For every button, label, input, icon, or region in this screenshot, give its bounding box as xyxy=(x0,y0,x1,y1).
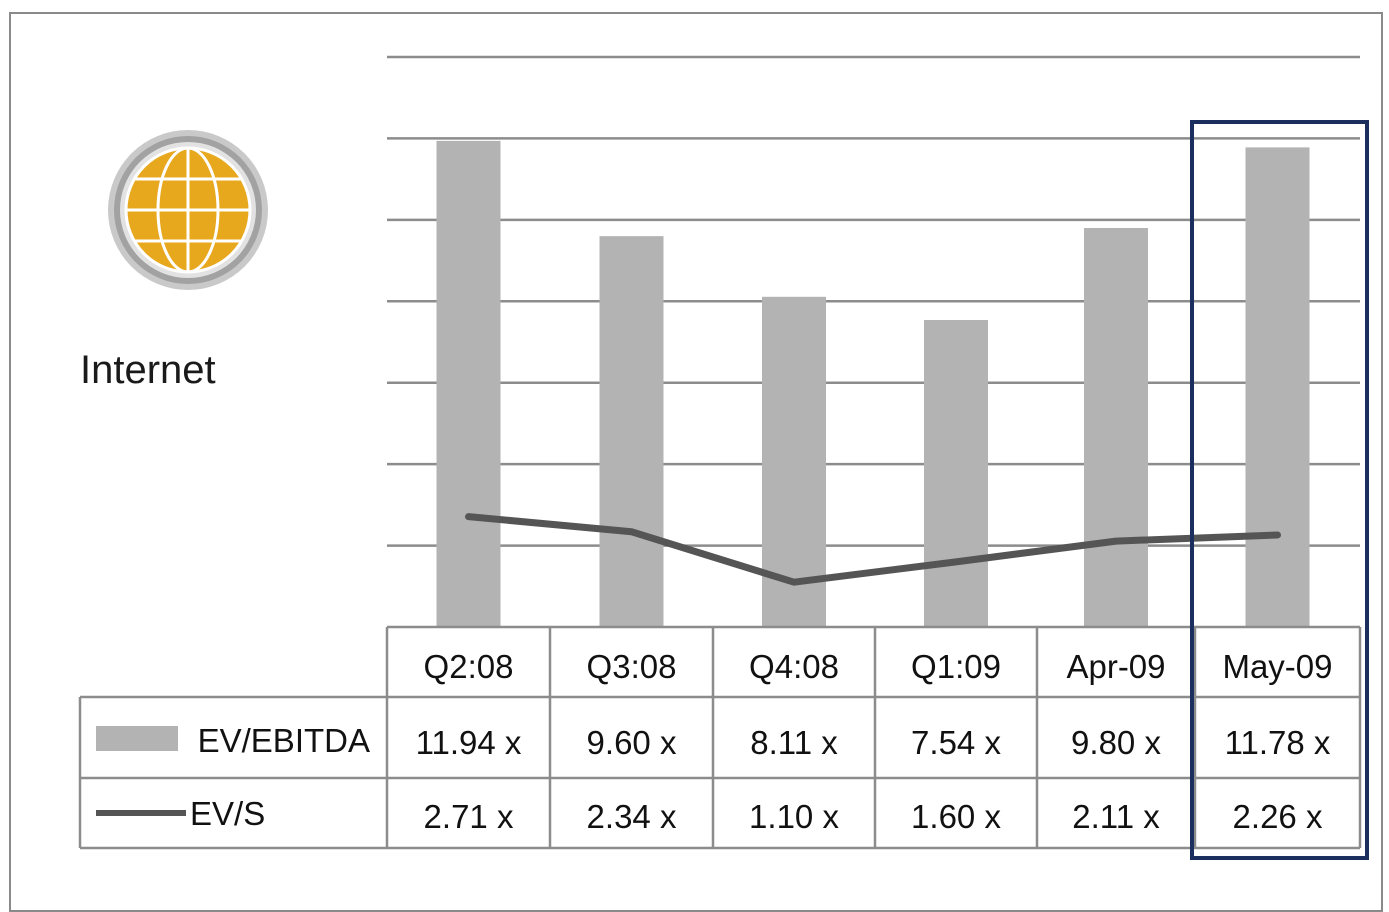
ev-s-value: 1.60 x xyxy=(911,798,1001,835)
ev-s-value: 2.34 x xyxy=(587,798,677,835)
bar-q3-08 xyxy=(599,236,664,627)
ev-s-point xyxy=(955,560,957,563)
ev-ebitda-value: 9.80 x xyxy=(1071,724,1161,761)
globe-icon xyxy=(108,130,268,290)
ev-ebitda-value: 11.78 x xyxy=(1225,724,1331,761)
ev-ebitda-value: 11.94 x xyxy=(416,724,522,761)
category-label: May-09 xyxy=(1222,648,1332,685)
ev-s-value: 2.26 x xyxy=(1233,798,1323,835)
ev-s-point xyxy=(467,515,470,518)
chart: Q2:08 Q3:08 Q4:08 Q1:09 Apr-09 May-09 EV/EBITD… xyxy=(78,55,1369,860)
category-label: Q4:08 xyxy=(749,648,839,685)
ev-ebitda-value: 7.54 x xyxy=(911,724,1001,761)
ev-s-value: 2.71 x xyxy=(424,798,514,835)
data-table: Q2:08 Q3:08 Q4:08 Q1:09 Apr-09 May-09 EV/EBITD… xyxy=(78,625,1362,850)
ev-ebitda-bars xyxy=(436,140,1310,627)
category-label: Apr-09 xyxy=(1066,648,1165,685)
ev-ebitda-value: 9.60 x xyxy=(587,724,677,761)
bar-q1-09 xyxy=(924,320,988,627)
bar-may-09 xyxy=(1245,147,1310,627)
ev-s-point xyxy=(793,581,795,584)
category-label: Q2:08 xyxy=(424,648,514,685)
category-label: Q3:08 xyxy=(587,648,677,685)
ev-s-point xyxy=(1115,540,1117,543)
ev-s-line-path xyxy=(465,513,1281,586)
gridlines xyxy=(387,55,1360,547)
bar-apr-09 xyxy=(1084,228,1148,627)
highlight-box xyxy=(1190,120,1369,860)
ev-s-value: 2.11 x xyxy=(1072,798,1160,835)
ev-ebitda-legend-label: EV/EBITDA xyxy=(198,722,370,759)
ev-ebitda-legend-swatch xyxy=(96,726,178,751)
ev-s-line xyxy=(465,513,1281,586)
category-label: Q1:09 xyxy=(911,648,1001,685)
ev-s-point xyxy=(630,530,633,533)
ev-s-point xyxy=(1276,533,1279,536)
ev-s-legend-label: EV/S xyxy=(190,795,265,832)
ev-s-value: 1.10 x xyxy=(749,798,839,835)
ev-ebitda-value: 8.11 x xyxy=(750,724,838,761)
bar-q2-08 xyxy=(436,140,501,627)
sector-label: Internet xyxy=(80,348,216,392)
